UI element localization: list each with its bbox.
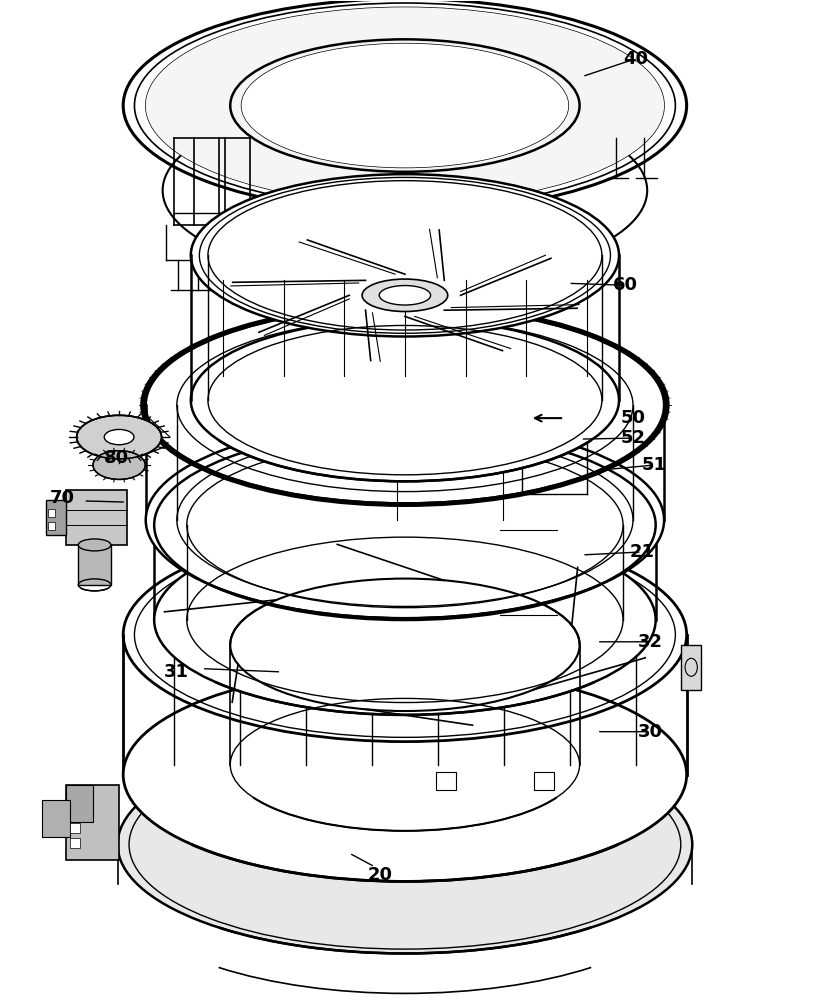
Bar	[48, 522, 55, 530]
Text: 31: 31	[164, 663, 189, 681]
Ellipse shape	[124, 528, 686, 742]
Bar	[42, 800, 70, 837]
Ellipse shape	[104, 429, 134, 445]
Bar	[70, 838, 80, 848]
Bar	[681, 645, 701, 690]
Ellipse shape	[79, 539, 111, 551]
Bar	[534, 772, 554, 790]
Text: 21: 21	[629, 543, 654, 561]
Bar	[436, 772, 456, 790]
Text: 50: 50	[621, 409, 646, 427]
Ellipse shape	[191, 174, 619, 337]
Ellipse shape	[124, 668, 686, 881]
Ellipse shape	[154, 430, 656, 620]
Ellipse shape	[380, 286, 430, 305]
Ellipse shape	[191, 319, 619, 481]
Ellipse shape	[163, 99, 647, 282]
Bar	[79, 545, 111, 585]
Text: 40: 40	[623, 50, 649, 68]
Bar	[70, 823, 80, 833]
Ellipse shape	[77, 415, 162, 459]
Ellipse shape	[154, 525, 656, 715]
Ellipse shape	[124, 0, 686, 212]
Ellipse shape	[230, 579, 580, 711]
Bar	[66, 785, 119, 860]
Ellipse shape	[118, 736, 692, 953]
Text: 60: 60	[613, 276, 638, 294]
Ellipse shape	[241, 44, 569, 167]
Text: 32: 32	[637, 633, 663, 651]
Text: 70: 70	[49, 489, 74, 507]
Text: 30: 30	[637, 723, 663, 741]
Ellipse shape	[93, 451, 146, 479]
Text: 20: 20	[368, 866, 393, 884]
Ellipse shape	[146, 7, 664, 204]
Bar	[48, 509, 55, 517]
Text: 52: 52	[621, 429, 646, 447]
Bar	[66, 490, 128, 545]
Bar	[46, 500, 66, 535]
Ellipse shape	[146, 307, 664, 503]
Text: 80: 80	[104, 449, 129, 467]
Text: 51: 51	[641, 456, 667, 474]
Ellipse shape	[146, 422, 664, 618]
Ellipse shape	[362, 279, 447, 312]
Bar	[66, 785, 92, 822]
